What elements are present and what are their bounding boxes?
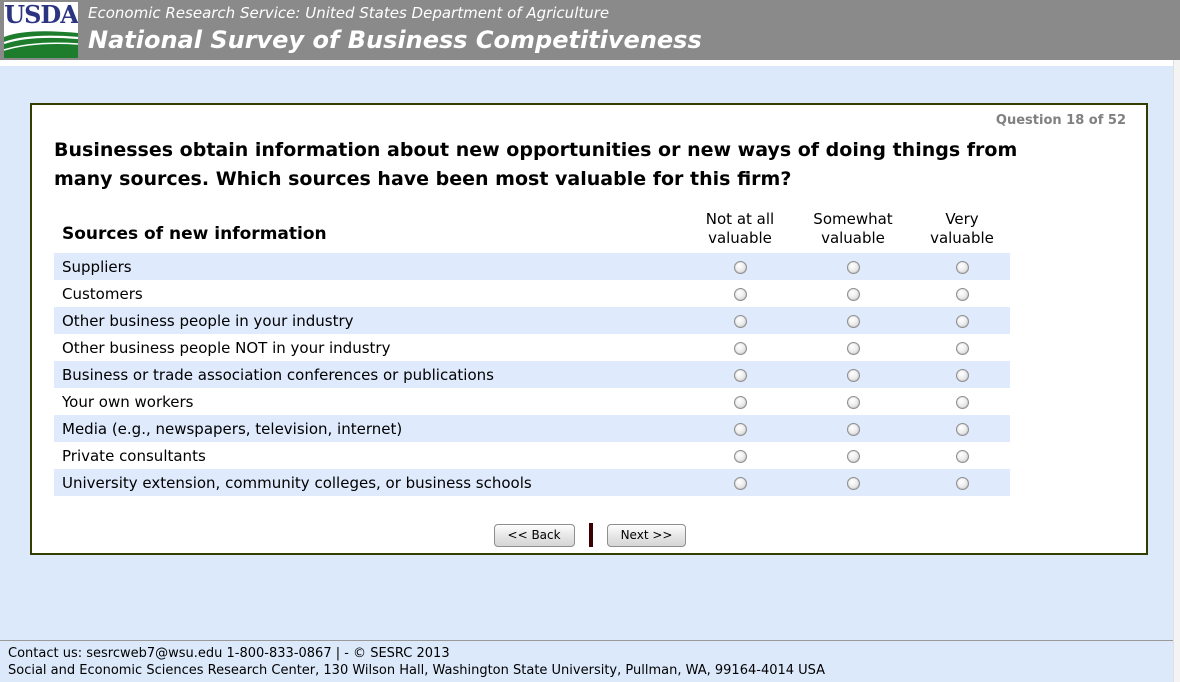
scrollbar-track[interactable] xyxy=(1173,60,1180,682)
usda-logo-text: USDA xyxy=(4,2,78,29)
radio-very-valuable[interactable] xyxy=(955,477,969,490)
radio-not-at-all-valuable[interactable] xyxy=(733,342,747,355)
table-row: University extension, community colleges… xyxy=(54,469,1010,496)
radio-not-at-all-valuable[interactable] xyxy=(733,423,747,436)
usda-logo: USDA xyxy=(4,2,78,58)
table-row: Private consultants xyxy=(54,442,1010,469)
radio-somewhat-valuable[interactable] xyxy=(846,423,860,436)
table-row: Other business people in your industry xyxy=(54,307,1010,334)
table-row: Customers xyxy=(54,280,1010,307)
column-header-very: Very valuable xyxy=(930,210,994,247)
survey-title: National Survey of Business Competitiven… xyxy=(88,26,702,54)
row-label: Media (e.g., newspapers, television, int… xyxy=(62,419,403,438)
footer: Contact us: sesrcweb7@wsu.edu 1-800-833-… xyxy=(0,640,1180,682)
column-header-not-at-all: Not at all valuable xyxy=(705,210,775,247)
table-row: Suppliers xyxy=(54,253,1010,280)
radio-somewhat-valuable[interactable] xyxy=(846,369,860,382)
sources-table: Sources of new information Not at all va… xyxy=(54,210,1010,496)
row-label: Your own workers xyxy=(62,392,194,411)
radio-not-at-all-valuable[interactable] xyxy=(733,315,747,328)
button-separator xyxy=(588,523,593,547)
sources-table-body: Suppliers Customers Other business peopl… xyxy=(54,253,1010,496)
radio-very-valuable[interactable] xyxy=(955,261,969,274)
usda-swoosh-icon xyxy=(4,31,78,58)
row-label: University extension, community colleges… xyxy=(62,473,532,492)
next-button[interactable]: Next >> xyxy=(606,523,687,547)
header-divider xyxy=(0,60,1180,66)
radio-not-at-all-valuable[interactable] xyxy=(733,477,747,490)
radio-somewhat-valuable[interactable] xyxy=(846,315,860,328)
row-label: Other business people in your industry xyxy=(62,311,354,330)
agency-line: Economic Research Service: United States… xyxy=(88,4,610,22)
navigation-buttons: << Back Next >> xyxy=(54,523,1126,547)
radio-very-valuable[interactable] xyxy=(955,288,969,301)
row-label: Customers xyxy=(62,284,143,303)
question-counter: Question 18 of 52 xyxy=(995,113,1126,128)
radio-somewhat-valuable[interactable] xyxy=(846,261,860,274)
table-row: Other business people NOT in your indust… xyxy=(54,334,1010,361)
radio-very-valuable[interactable] xyxy=(955,342,969,355)
back-button[interactable]: << Back xyxy=(493,523,575,547)
table-row: Business or trade association conference… xyxy=(54,361,1010,388)
footer-address-line: Social and Economic Sciences Research Ce… xyxy=(8,663,826,678)
radio-somewhat-valuable[interactable] xyxy=(846,288,860,301)
radio-not-at-all-valuable[interactable] xyxy=(733,261,747,274)
radio-somewhat-valuable[interactable] xyxy=(846,342,860,355)
radio-very-valuable[interactable] xyxy=(955,396,969,409)
footer-contact-line: Contact us: sesrcweb7@wsu.edu 1-800-833-… xyxy=(8,646,450,661)
radio-not-at-all-valuable[interactable] xyxy=(733,288,747,301)
main-area: Question 18 of 52 Businesses obtain info… xyxy=(0,66,1180,641)
table-row: Your own workers xyxy=(54,388,1010,415)
column-header-somewhat: Somewhat valuable xyxy=(813,210,893,247)
row-label: Private consultants xyxy=(62,446,206,465)
header: USDA Economic Research Service: United S… xyxy=(0,0,1180,60)
radio-not-at-all-valuable[interactable] xyxy=(733,450,747,463)
row-label: Other business people NOT in your indust… xyxy=(62,338,391,357)
radio-very-valuable[interactable] xyxy=(955,423,969,436)
radio-somewhat-valuable[interactable] xyxy=(846,477,860,490)
radio-not-at-all-valuable[interactable] xyxy=(733,396,747,409)
radio-somewhat-valuable[interactable] xyxy=(846,396,860,409)
row-label: Suppliers xyxy=(62,257,132,276)
radio-very-valuable[interactable] xyxy=(955,315,969,328)
radio-not-at-all-valuable[interactable] xyxy=(733,369,747,382)
table-row: Media (e.g., newspapers, television, int… xyxy=(54,415,1010,442)
question-panel: Question 18 of 52 Businesses obtain info… xyxy=(30,103,1148,555)
radio-very-valuable[interactable] xyxy=(955,450,969,463)
radio-very-valuable[interactable] xyxy=(955,369,969,382)
question-text: Businesses obtain information about new … xyxy=(54,139,1018,190)
radio-somewhat-valuable[interactable] xyxy=(846,450,860,463)
table-row-header: Sources of new information xyxy=(62,224,327,244)
row-label: Business or trade association conference… xyxy=(62,365,494,384)
